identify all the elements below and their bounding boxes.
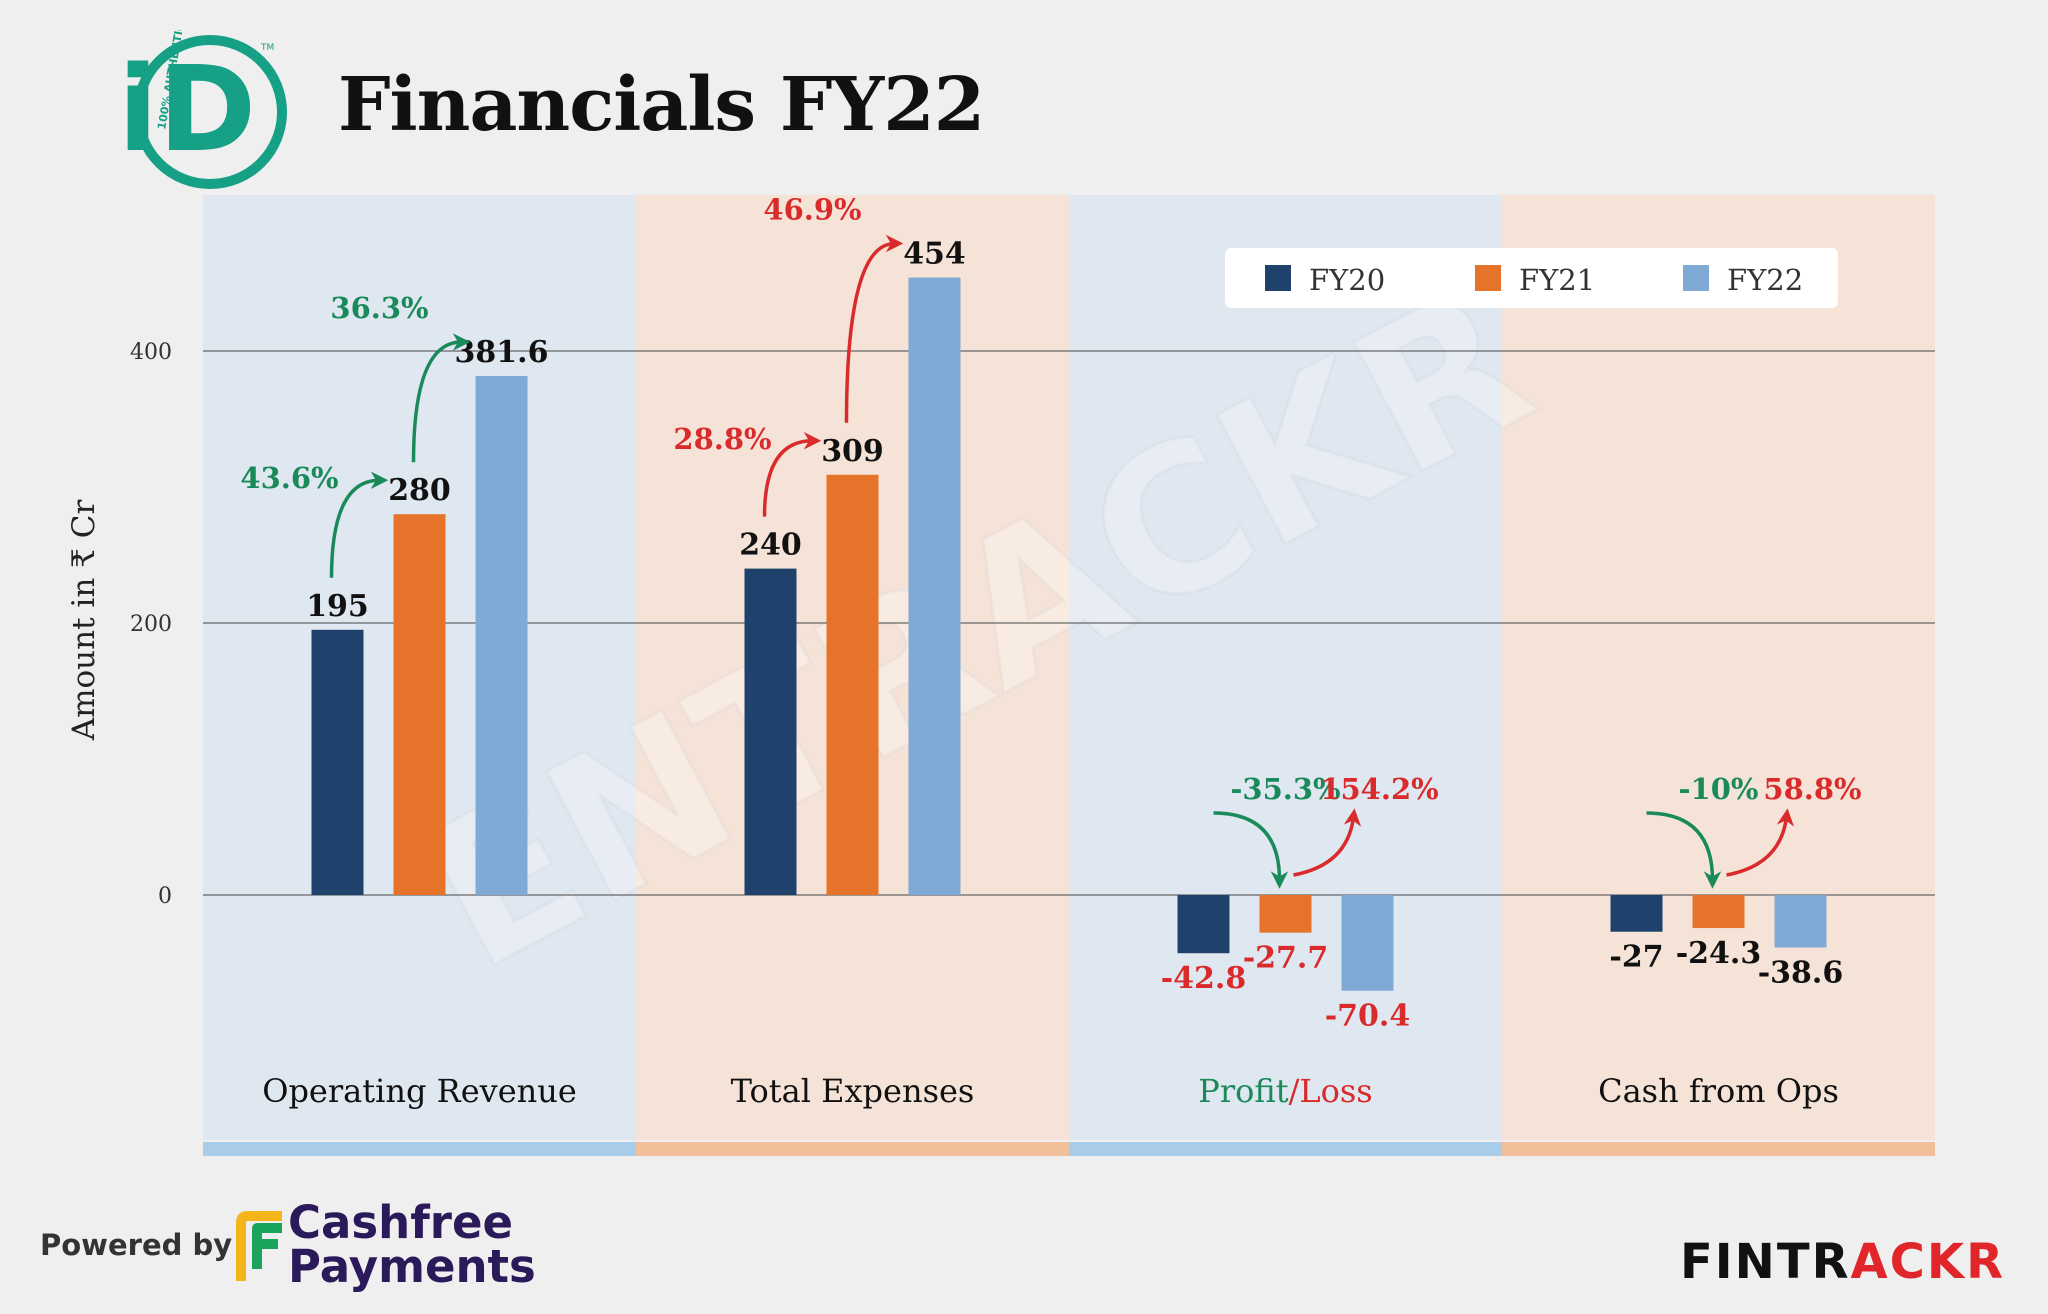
legend-swatch [1265,265,1291,291]
sponsor-name-line2: Payments [288,1240,536,1293]
y-tick-label: 200 [130,612,172,637]
growth-arrow [1646,811,1722,889]
data-label: -27 [1609,940,1663,975]
bar-fy20 [744,568,797,895]
growth-arrow [1293,808,1362,877]
legend-swatch [1475,265,1501,291]
page-title: Financials FY22 [338,62,985,148]
y-tick-label: 0 [158,884,172,909]
growth-arrow [844,234,904,423]
bar-fy21 [1692,895,1745,929]
bar-fy20 [1610,895,1663,932]
category-label-part: / [1289,1072,1300,1110]
growth-label: 36.3% [330,291,428,325]
data-label: 309 [821,434,884,469]
category-label: Total Expenses [731,1072,975,1110]
category-label: Operating Revenue [262,1072,577,1110]
category-label-part: Profit [1198,1072,1288,1110]
growth-arrow [1726,808,1795,877]
category-panel [1069,195,1502,1140]
legend-swatch [1683,265,1709,291]
growth-label: -10% [1679,772,1759,806]
data-label: 381.6 [455,335,549,370]
growth-label: 43.6% [240,461,338,495]
legend-box [1225,248,1838,308]
bar-fy20 [311,629,364,895]
legend-label: FY22 [1727,263,1803,297]
growth-label: 154.2% [1320,772,1438,806]
category-panel [1502,195,1935,1140]
category-label-part: Operating Revenue [262,1072,577,1110]
growth-arrow [329,471,389,578]
category-label: Profit/Loss [1198,1072,1372,1110]
category-strip [203,1142,636,1156]
y-tick-label: 400 [130,340,172,365]
brand-logo: FINTRACKR [1680,1234,2005,1290]
category-label-part: Cash from Ops [1598,1072,1839,1110]
data-label: -70.4 [1325,999,1411,1034]
sponsor-name-line1: Cashfree [288,1196,514,1249]
data-label: -42.8 [1161,961,1247,996]
data-label: -27.7 [1243,941,1329,976]
category-strip [1502,1142,1935,1156]
legend-label: FY20 [1309,263,1385,297]
growth-arrow [411,333,471,463]
bar-fy21 [1259,895,1312,933]
bar-fy22 [475,376,528,895]
sponsor-logo: Cashfree Payments [230,1200,536,1291]
sponsor-name: Cashfree Payments [288,1196,536,1293]
category-strip [636,1142,1069,1156]
legend: FY20 FY21 FY22 [1225,248,1838,308]
data-label: -38.6 [1758,955,1844,990]
data-label: -24.3 [1676,936,1762,971]
logo-ring [133,35,287,189]
powered-by-label: Powered by [40,1228,233,1262]
category-strip [1069,1142,1502,1156]
growth-label: 28.8% [673,422,771,456]
growth-label: 46.9% [763,193,861,227]
category-label: Cash from Ops [1598,1072,1839,1110]
brand-part-1: FINTR [1680,1234,1851,1290]
data-label: 240 [739,528,802,563]
bar-fy22 [1774,895,1827,948]
category-label-part: Loss [1299,1072,1372,1110]
bar-fy21 [826,474,879,895]
legend-label: FY21 [1519,263,1595,297]
bar-fy21 [393,514,446,895]
company-logo: iD 100% AUTHENTIC TM [125,30,287,189]
bar-fy22 [1341,895,1394,991]
category-label-part: Total Expenses [731,1072,975,1110]
growth-arrow [762,432,822,517]
bar-fy20 [1177,895,1230,954]
growth-label: 58.8% [1763,772,1861,806]
data-label: 280 [388,473,451,508]
growth-arrow [1213,811,1289,889]
growth-label: -35.3% [1230,772,1340,806]
sponsor-mark-icon [236,1211,282,1281]
logo-tm: TM [260,43,274,53]
logo-letter-i: iD [125,40,256,178]
brand-part-2: ACKR [1850,1234,2006,1290]
data-label: 454 [903,237,966,272]
data-label: 195 [306,589,369,624]
bar-fy22 [908,277,961,895]
y-axis-label: Amount in ₹ Cr [66,500,102,742]
